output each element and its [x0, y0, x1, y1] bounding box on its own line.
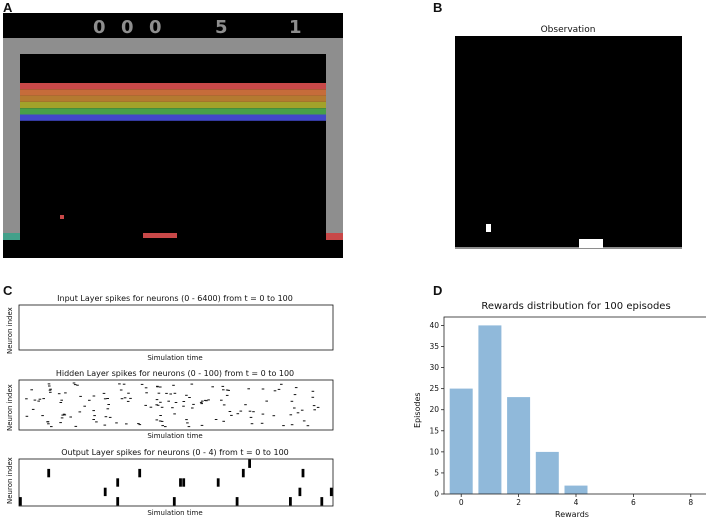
output-spike: [320, 497, 324, 506]
reward-bar: [507, 397, 531, 494]
hidden-xlabel: Simulation time: [147, 432, 202, 440]
score-digit: 5: [215, 17, 228, 38]
output-spike: [179, 478, 182, 487]
x-axis-ticks: 0 2 4 6 8: [459, 494, 693, 507]
observation-title: Observation: [541, 25, 596, 35]
panel-label-b: B: [433, 0, 443, 15]
output-ylabel: Neuron index: [6, 457, 14, 504]
score-display: 0 0 0 5 1: [93, 17, 302, 38]
y-tick-label: 5: [434, 468, 439, 477]
brick-row: [20, 114, 326, 121]
score-digit: 0: [121, 17, 134, 38]
x-tick-label: 6: [631, 498, 636, 507]
output-spike: [172, 497, 176, 506]
output-spike: [216, 478, 220, 487]
output-raster-frame: [18, 458, 334, 507]
hidden-ylabel: Neuron index: [6, 384, 14, 431]
hidden-layer-title: Hidden Layer spikes for neurons (0 - 100…: [56, 369, 294, 378]
observation-frame: [455, 36, 682, 249]
output-spike: [116, 497, 120, 506]
hidden-raster-frame: [18, 379, 334, 431]
output-xlabel: Simulation time: [147, 509, 202, 517]
x-tick-label: 8: [688, 498, 693, 507]
panel-label-a: A: [3, 0, 13, 15]
right-wall-marker: [326, 233, 343, 240]
observation-paddle: [579, 239, 603, 248]
top-wall: [3, 38, 343, 54]
brick-rows: [20, 83, 326, 121]
output-spike: [241, 468, 245, 478]
brick-row: [20, 83, 326, 90]
ball: [60, 215, 64, 219]
output-spike: [19, 497, 22, 506]
output-spike: [298, 487, 302, 497]
output-spike: [47, 468, 51, 478]
reward-bar: [449, 388, 473, 494]
y-tick-label: 40: [429, 321, 439, 330]
reward-bar: [535, 451, 559, 494]
chart-title: Rewards distribution for 100 episodes: [481, 301, 670, 312]
x-tick-label: 2: [516, 498, 521, 507]
left-wall-marker: [3, 233, 20, 240]
x-tick-label: 0: [459, 498, 464, 507]
output-spike: [103, 487, 107, 497]
y-axis-label: Episodes: [413, 392, 422, 428]
output-layer-title: Output Layer spikes for neurons (0 - 4) …: [61, 448, 289, 457]
observation-panel: Observation: [455, 25, 682, 249]
observation-ball: [486, 224, 491, 232]
output-spike: [289, 497, 292, 506]
brick-row: [20, 108, 326, 115]
spike-rasters: Input Layer spikes for neurons (0 - 6400…: [6, 294, 334, 517]
output-spike: [301, 468, 305, 478]
y-tick-label: 30: [429, 363, 439, 372]
left-wall: [3, 38, 20, 233]
y-tick-label: 20: [429, 405, 439, 414]
rewards-chart: Rewards distribution for 100 episodes 0 5…: [413, 301, 706, 519]
reward-bar: [564, 485, 588, 494]
input-layer-title: Input Layer spikes for neurons (0 - 6400…: [57, 294, 293, 303]
y-tick-label: 25: [429, 384, 439, 393]
brick-row: [20, 89, 326, 96]
x-axis-label: Rewards: [555, 510, 589, 519]
paddle: [143, 233, 177, 238]
reward-bar: [478, 325, 502, 494]
y-tick-label: 35: [429, 342, 439, 351]
brick-row: [20, 95, 326, 102]
brick-row: [20, 101, 326, 109]
output-spike: [138, 468, 142, 478]
y-tick-label: 10: [429, 447, 439, 456]
output-spike: [182, 478, 186, 487]
output-spike-marks: [19, 459, 333, 506]
game-screen: 0 0 0 5 1: [3, 13, 343, 258]
score-digit: 0: [149, 17, 162, 38]
output-spike: [116, 478, 120, 487]
input-xlabel: Simulation time: [147, 354, 202, 362]
panel-label-c: C: [3, 283, 13, 298]
score-digit: 1: [289, 17, 302, 38]
panel-label-d: D: [433, 283, 443, 298]
y-axis-ticks: 0 5 10 15 20 25 30 35 40: [429, 321, 444, 499]
input-ylabel: Neuron index: [6, 307, 14, 354]
hidden-spike-marks: [25, 382, 320, 428]
input-raster-frame: [18, 304, 334, 351]
output-spike: [235, 497, 239, 506]
y-tick-label: 0: [434, 490, 439, 499]
output-spike: [248, 459, 251, 468]
observation-floor: [455, 247, 682, 249]
bar-series: [449, 325, 588, 494]
output-spike: [329, 487, 333, 497]
score-digit: 0: [93, 17, 106, 38]
right-wall: [326, 38, 343, 233]
x-tick-label: 4: [574, 498, 579, 507]
y-tick-label: 15: [429, 426, 439, 435]
